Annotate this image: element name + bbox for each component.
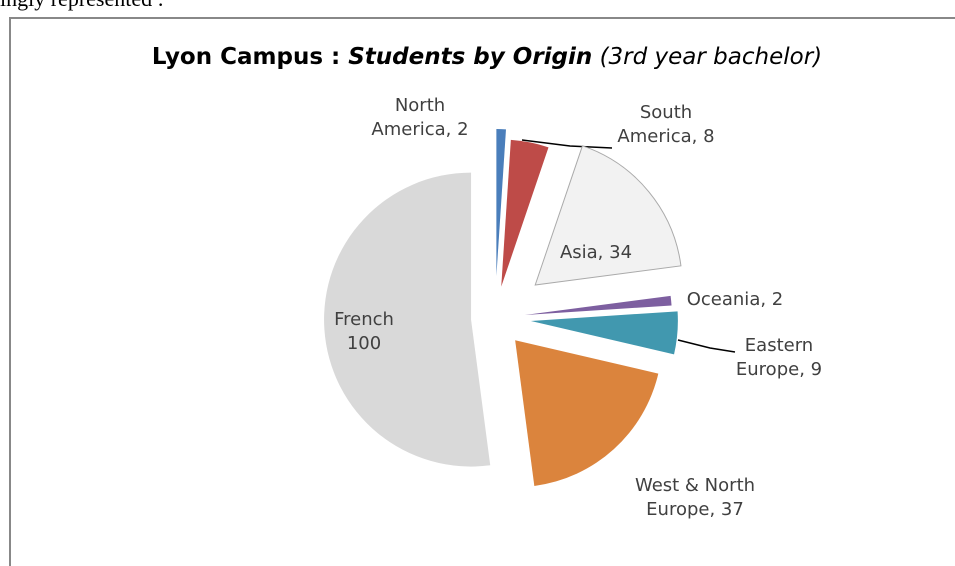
leader-line bbox=[677, 339, 736, 353]
title-part: (3rd year bachelor) bbox=[592, 44, 822, 70]
pie-slice bbox=[324, 172, 491, 467]
chart-title: Lyon Campus : Students by Origin (3rd ye… bbox=[152, 44, 822, 70]
data-label: North America, 2 bbox=[371, 95, 469, 140]
data-label: Oceania, 2 bbox=[686, 289, 784, 310]
caption: ingly represented : bbox=[0, 0, 164, 12]
data-label: French 100 bbox=[334, 309, 394, 354]
data-label: Asia, 34 bbox=[559, 242, 633, 263]
chart-frame bbox=[9, 17, 955, 566]
pie-slice bbox=[534, 145, 682, 286]
pie-slice bbox=[501, 139, 549, 287]
data-label: South America, 8 bbox=[617, 102, 715, 147]
data-label: Eastern Europe, 9 bbox=[735, 335, 823, 380]
leader-line bbox=[521, 139, 613, 149]
data-label: West & North Europe, 37 bbox=[634, 475, 756, 520]
pie-slice bbox=[524, 295, 672, 316]
title-part: Lyon Campus : bbox=[152, 44, 348, 70]
pie-slice bbox=[496, 129, 506, 277]
pie-slice bbox=[530, 311, 678, 355]
title-part: Students by Origin bbox=[348, 44, 592, 70]
pie-slice bbox=[515, 340, 659, 486]
